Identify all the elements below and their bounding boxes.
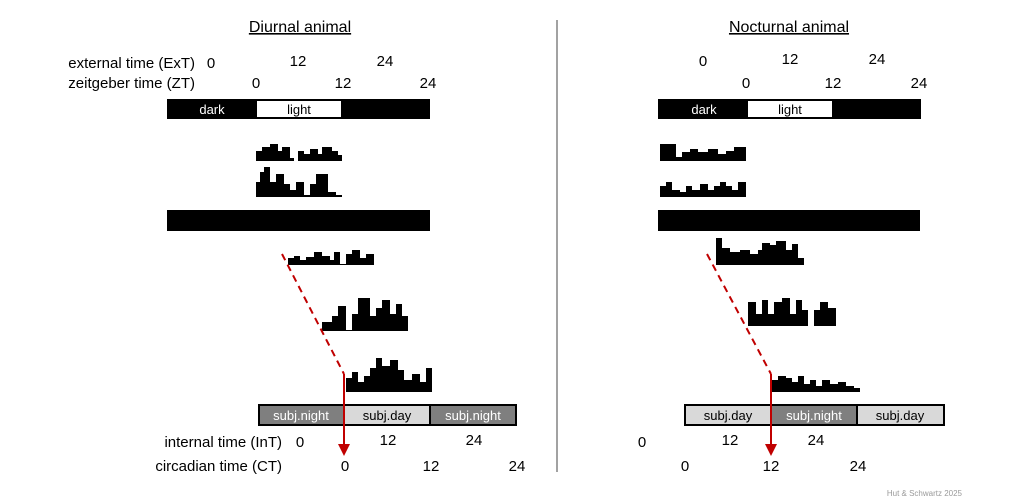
diurnal-zt-tick-12: 12 — [335, 75, 352, 92]
diurnal-int-tick-0: 0 — [296, 434, 304, 451]
nocturnal-light-segment — [748, 101, 832, 117]
nocturnal-subj-label-3: subj.day — [876, 408, 925, 423]
nocturnal-light-label: light — [778, 102, 802, 117]
nocturnal-activity-row-4 — [748, 298, 836, 326]
nocturnal-subj-label-1: subj.day — [704, 408, 753, 423]
diurnal-activity-row-4 — [322, 298, 408, 331]
credit-text: Hut & Schwartz 2025 — [887, 489, 963, 498]
diurnal-zt-tick-24: 24 — [420, 75, 437, 92]
nocturnal-dark-label: dark — [691, 102, 717, 117]
diurnal-subj-label-1: subj.night — [273, 408, 329, 423]
diurnal-subj-segment-2 — [345, 406, 429, 424]
diurnal-light-label: light — [287, 102, 311, 117]
nocturnal-subj-segment-1 — [686, 406, 770, 424]
diurnal-ext-tick-0: 0 — [207, 55, 215, 72]
nocturnal-int-tick-24: 24 — [808, 432, 825, 449]
nocturnal-activity-row-3 — [716, 238, 804, 265]
diurnal-activity-row-5 — [346, 358, 432, 392]
nocturnal-ct-tick-12: 12 — [763, 458, 780, 475]
zeitgeber-time-label: zeitgeber time (ZT) — [68, 75, 195, 92]
diurnal-title: Diurnal animal — [249, 19, 351, 36]
nocturnal-ext-tick-24: 24 — [869, 51, 886, 68]
circadian-time-label: circadian time (CT) — [155, 458, 282, 475]
diurnal-zt-tick-0: 0 — [252, 75, 260, 92]
diurnal-subj-segment-3 — [431, 406, 515, 424]
diurnal-subj-label-2: subj.day — [363, 408, 412, 423]
diurnal-arrow-head — [338, 444, 350, 456]
diurnal-ext-tick-12: 12 — [290, 53, 307, 70]
nocturnal-ct-tick-24: 24 — [850, 458, 867, 475]
nocturnal-activity-row-1 — [660, 144, 746, 161]
nocturnal-int-tick-0: 0 — [638, 434, 646, 451]
nocturnal-arrow-head — [765, 444, 777, 456]
diurnal-int-tick-12: 12 — [380, 432, 397, 449]
nocturnal-ext-tick-12: 12 — [782, 51, 799, 68]
nocturnal-zt-tick-12: 12 — [825, 75, 842, 92]
diurnal-ext-tick-24: 24 — [377, 53, 394, 70]
nocturnal-zt-tick-0: 0 — [742, 75, 750, 92]
nocturnal-int-tick-12: 12 — [722, 432, 739, 449]
diurnal-activity-row-1 — [256, 144, 342, 161]
diurnal-light-segment — [257, 101, 341, 117]
nocturnal-constant-dark-bar — [658, 210, 920, 231]
nocturnal-ext-tick-0: 0 — [699, 53, 707, 70]
diurnal-dark-label: dark — [199, 102, 225, 117]
nocturnal-activity-row-5 — [772, 376, 860, 392]
nocturnal-subj-segment-2 — [772, 406, 856, 424]
nocturnal-ct-tick-0: 0 — [681, 458, 689, 475]
diurnal-ct-tick-0: 0 — [341, 458, 349, 475]
nocturnal-subj-label-2: subj.night — [786, 408, 842, 423]
diurnal-ct-tick-12: 12 — [423, 458, 440, 475]
diurnal-constant-dark-bar — [167, 210, 430, 231]
diurnal-int-tick-24: 24 — [466, 432, 483, 449]
diurnal-activity-row-3 — [288, 250, 374, 265]
nocturnal-activity-row-2 — [660, 182, 746, 197]
diurnal-subj-label-3: subj.night — [445, 408, 501, 423]
diurnal-ct-tick-24: 24 — [509, 458, 526, 475]
internal-time-label: internal time (InT) — [164, 434, 282, 451]
nocturnal-subj-segment-3 — [858, 406, 943, 424]
diurnal-onset-line — [281, 253, 345, 375]
nocturnal-onset-line — [706, 253, 772, 375]
nocturnal-zt-tick-24: 24 — [911, 75, 928, 92]
diurnal-subj-segment-1 — [260, 406, 343, 424]
diurnal-activity-row-2 — [256, 167, 342, 197]
external-time-label: external time (ExT) — [68, 55, 195, 72]
nocturnal-title: Nocturnal animal — [729, 19, 849, 36]
